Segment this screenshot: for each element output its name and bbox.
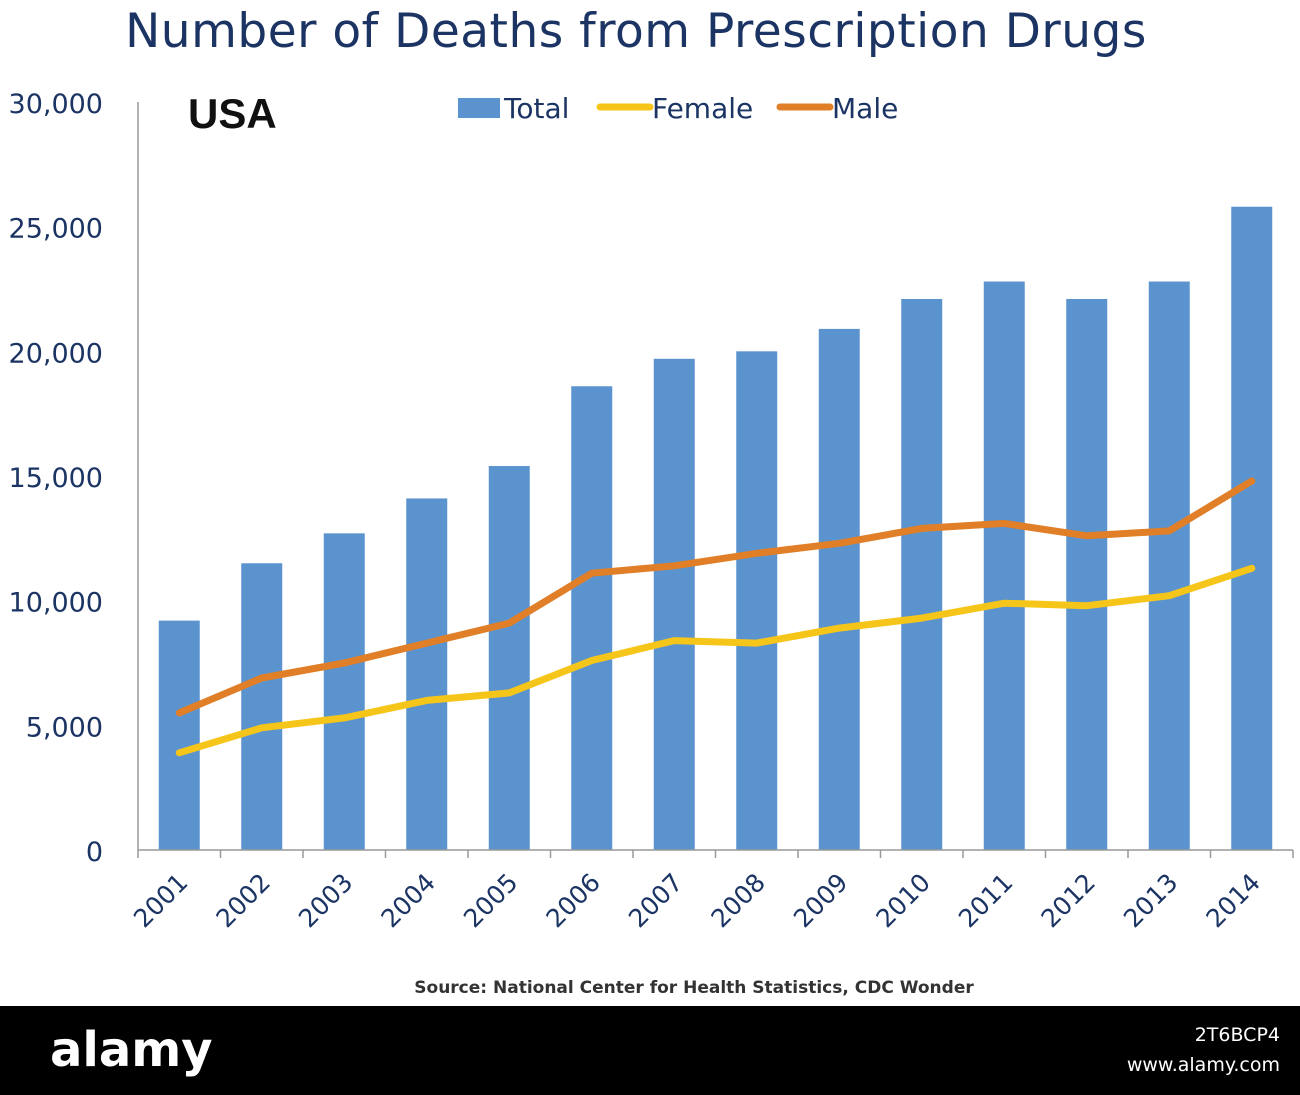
bar-total-2006 (571, 386, 613, 850)
bar-total-2007 (653, 358, 695, 850)
bar-total-2001 (158, 620, 200, 850)
point-male-2005 (506, 620, 512, 626)
x-tick-label: 2003 (293, 868, 358, 933)
point-female-2001 (176, 750, 182, 756)
point-male-2010 (919, 525, 925, 531)
source-note: Source: National Center for Health Stati… (414, 978, 974, 998)
legend-swatch-total (458, 98, 500, 118)
bar-total-2011 (983, 281, 1025, 850)
point-male-2002 (259, 675, 265, 681)
footer-image-id: 2T6BCP4 (1194, 1024, 1280, 1046)
point-female-2002 (259, 725, 265, 731)
prescription-deaths-chart: 0 5,000 10,000 15,000 20,000 25,000 30,000 200… (9, 89, 1294, 933)
point-female-2012 (1084, 603, 1090, 609)
y-tick-label: 10,000 (9, 588, 103, 619)
bar-total-2013 (1148, 281, 1190, 850)
x-tick-label: 2002 (210, 868, 275, 933)
bar-total-2004 (406, 498, 448, 850)
bar-total-2010 (901, 298, 943, 850)
point-male-2012 (1084, 533, 1090, 539)
bar-total-2008 (736, 351, 778, 850)
point-female-2013 (1166, 593, 1172, 599)
point-female-2009 (836, 625, 842, 631)
x-tick-label: 2012 (1035, 868, 1100, 933)
point-male-2003 (341, 660, 347, 666)
point-male-2004 (424, 640, 430, 646)
line-male (175, 477, 1256, 717)
y-axis: 0 5,000 10,000 15,000 20,000 25,000 30,000 (9, 89, 139, 868)
point-female-2010 (919, 615, 925, 621)
x-tick-label: 2013 (1118, 868, 1183, 933)
x-tick-label: 2010 (870, 868, 935, 933)
point-female-2005 (506, 690, 512, 696)
x-tick-label: 2008 (705, 868, 770, 933)
point-male-2006 (589, 570, 595, 576)
bar-total-2002 (241, 563, 283, 850)
legend-label-female: Female (652, 92, 753, 125)
point-male-2013 (1166, 528, 1172, 534)
chart-subtitle: USA (188, 90, 277, 137)
bar-total-2005 (488, 466, 530, 850)
footer-bar: alamy 2T6BCP4 www.alamy.com (0, 1006, 1300, 1095)
x-tick-label: 2011 (953, 868, 1018, 933)
point-female-2014 (1249, 565, 1255, 571)
point-female-2006 (589, 658, 595, 664)
bar-total-2003 (323, 533, 365, 850)
y-tick-label: 30,000 (9, 89, 103, 120)
x-tick-label: 2005 (458, 868, 523, 933)
footer-brand: alamy (50, 1022, 213, 1078)
y-tick-label: 25,000 (9, 214, 103, 245)
point-male-2011 (1001, 520, 1007, 526)
legend-label-male: Male (832, 92, 898, 125)
x-tick-label: 2014 (1200, 868, 1265, 933)
y-tick-label: 5,000 (26, 712, 103, 743)
point-female-2004 (424, 697, 430, 703)
x-tick-label: 2001 (128, 868, 193, 933)
legend-label-total: Total (503, 92, 569, 125)
point-male-2001 (176, 710, 182, 716)
x-tick-label: 2007 (623, 868, 688, 933)
point-female-2008 (754, 640, 760, 646)
bars (158, 206, 1273, 851)
point-male-2008 (754, 550, 760, 556)
y-tick-label: 20,000 (9, 338, 103, 369)
bar-total-2009 (818, 328, 860, 851)
series-lines (175, 477, 1256, 757)
line-female (175, 564, 1256, 757)
chart-title: Number of Deaths from Prescription Drugs (125, 4, 1147, 59)
x-tick-label: 2006 (540, 868, 605, 933)
point-male-2009 (836, 540, 842, 546)
point-male-2014 (1249, 478, 1255, 484)
bar-total-2014 (1231, 206, 1273, 851)
x-axis: 2001 2002 2003 2004 2005 2006 2007 2008 2009 2010… (128, 849, 1294, 933)
point-female-2007 (671, 638, 677, 644)
bar-total-2012 (1066, 298, 1108, 850)
legend: Total Female Male (458, 92, 898, 125)
point-female-2011 (1001, 600, 1007, 606)
x-tick-label: 2009 (788, 868, 853, 933)
footer-info: 2T6BCP4 www.alamy.com (1127, 1020, 1280, 1080)
x-tick-label: 2004 (375, 868, 440, 933)
point-male-2007 (671, 563, 677, 569)
y-tick-label: 15,000 (9, 463, 103, 494)
point-female-2003 (341, 715, 347, 721)
y-tick-label: 0 (86, 837, 103, 868)
footer-url: www.alamy.com (1126, 1054, 1280, 1076)
